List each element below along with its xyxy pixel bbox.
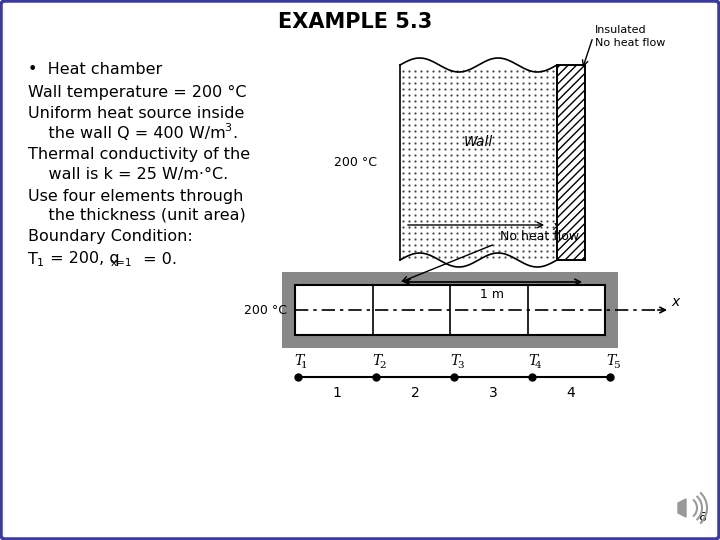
Text: T: T <box>450 354 459 368</box>
Text: x=1: x=1 <box>111 258 132 268</box>
Text: x: x <box>671 295 679 309</box>
Text: 1: 1 <box>37 258 44 268</box>
Text: 2: 2 <box>410 386 419 400</box>
Text: .: . <box>232 125 237 140</box>
Text: = 0.: = 0. <box>138 252 177 267</box>
Text: 1 m: 1 m <box>480 288 505 301</box>
Text: = 200, q: = 200, q <box>45 252 120 267</box>
Text: 1: 1 <box>301 361 307 370</box>
Text: Uniform heat source inside: Uniform heat source inside <box>28 106 244 122</box>
Text: the wall Q = 400 W/m: the wall Q = 400 W/m <box>28 125 226 140</box>
Text: T: T <box>28 252 38 267</box>
Text: 200 °C: 200 °C <box>333 156 377 169</box>
Text: 1: 1 <box>333 386 341 400</box>
Text: EXAMPLE 5.3: EXAMPLE 5.3 <box>278 12 432 32</box>
Text: 3: 3 <box>457 361 464 370</box>
Text: 4: 4 <box>535 361 541 370</box>
Text: Wall temperature = 200 °C: Wall temperature = 200 °C <box>28 84 246 99</box>
Text: Thermal conductivity of the: Thermal conductivity of the <box>28 147 250 163</box>
Text: Insulated: Insulated <box>595 25 647 35</box>
Text: •  Heat chamber: • Heat chamber <box>28 63 162 78</box>
Text: x: x <box>552 220 559 233</box>
Text: T: T <box>372 354 382 368</box>
Bar <box>557 65 585 260</box>
Text: 4: 4 <box>567 386 575 400</box>
Text: 5: 5 <box>613 361 620 370</box>
Text: T: T <box>294 354 303 368</box>
Text: 3: 3 <box>489 386 498 400</box>
Text: 6: 6 <box>698 511 706 524</box>
Text: 2: 2 <box>379 361 386 370</box>
Text: T: T <box>528 354 537 368</box>
Polygon shape <box>678 499 686 517</box>
Bar <box>295 285 605 335</box>
Text: No heat flow: No heat flow <box>500 231 579 244</box>
Text: the thickness (unit area): the thickness (unit area) <box>28 207 246 222</box>
Text: Wall: Wall <box>464 136 493 150</box>
Text: Use four elements through: Use four elements through <box>28 188 243 204</box>
Text: 200 °C: 200 °C <box>244 303 287 316</box>
Text: wall is k = 25 W/m·°C.: wall is k = 25 W/m·°C. <box>28 166 228 181</box>
Text: Boundary Condition:: Boundary Condition: <box>28 230 193 245</box>
Bar <box>282 272 618 348</box>
Text: T: T <box>606 354 616 368</box>
Text: 3: 3 <box>224 123 231 133</box>
Text: No heat flow: No heat flow <box>595 38 665 48</box>
